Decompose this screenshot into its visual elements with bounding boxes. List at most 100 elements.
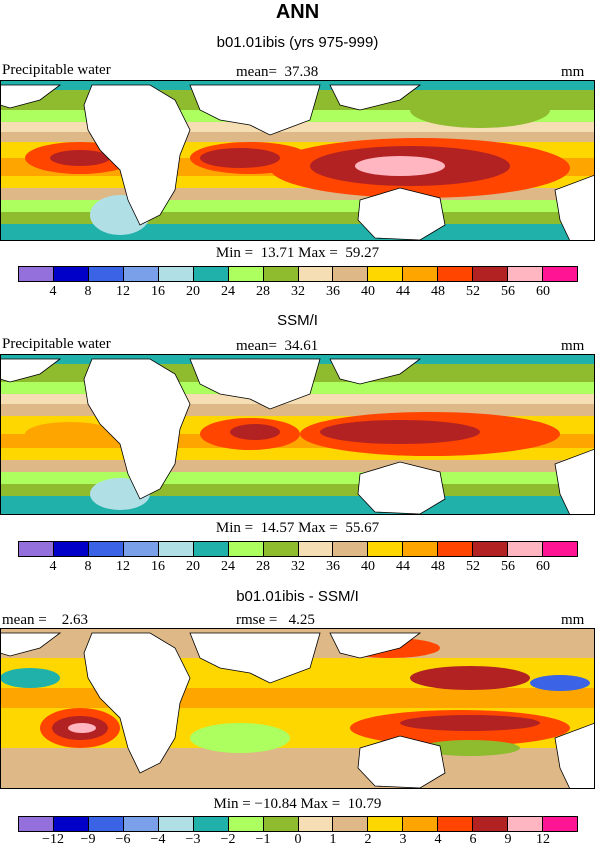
panel-3-mean-label: mean = 2.63 xyxy=(2,612,88,628)
colorbar-swatch xyxy=(508,817,544,831)
colorbar-swatch xyxy=(543,267,577,281)
panel-3-map-svg xyxy=(0,628,595,789)
colorbar-swatch xyxy=(193,542,229,556)
colorbar-tick-label: −3 xyxy=(185,832,201,847)
colorbar-swatch xyxy=(473,267,509,281)
colorbar-swatch xyxy=(88,817,124,831)
panel-1-colorbar-ticks: 4 8 12 16 20 24 28 32 36 40 44 48 52 56 60 xyxy=(18,284,578,300)
colorbar-tick-label: 6 xyxy=(469,832,477,847)
colorbar-tick-label: 16 xyxy=(151,559,165,574)
colorbar-tick-label: −4 xyxy=(150,832,166,847)
colorbar-swatch xyxy=(158,267,194,281)
panel-3-subtitle: b01.01ibis - SSM/I xyxy=(236,588,359,605)
colorbar-swatch xyxy=(158,817,194,831)
panel-1-map xyxy=(0,80,595,241)
colorbar-swatch xyxy=(438,817,474,831)
colorbar-tick-label: −2 xyxy=(220,832,236,847)
panel-1-map-svg xyxy=(0,80,595,241)
colorbar-tick-label: 12 xyxy=(536,832,550,847)
colorbar-tick-label: 4 xyxy=(49,559,57,574)
colorbar-tick-label: −12 xyxy=(42,832,64,847)
panel-3-colorbar xyxy=(18,816,578,832)
colorbar-swatch xyxy=(263,542,299,556)
colorbar-swatch xyxy=(543,542,577,556)
colorbar-swatch xyxy=(228,267,264,281)
panel-2-units-label: mm xyxy=(561,338,585,354)
colorbar-swatch xyxy=(88,267,124,281)
colorbar-tick-label: 36 xyxy=(326,559,340,574)
colorbar-tick-label: 48 xyxy=(431,284,445,299)
colorbar-swatch xyxy=(508,267,544,281)
panel-3-units-label: mm xyxy=(561,612,585,628)
colorbar-swatch xyxy=(298,267,334,281)
colorbar-swatch xyxy=(263,267,299,281)
colorbar-tick-label: 44 xyxy=(396,284,410,299)
colorbar-tick-label: 28 xyxy=(256,559,270,574)
colorbar-tick-label: 48 xyxy=(431,559,445,574)
colorbar-swatch xyxy=(158,542,194,556)
colorbar-swatch xyxy=(438,267,474,281)
colorbar-swatch xyxy=(19,267,54,281)
colorbar-swatch xyxy=(333,267,369,281)
colorbar-tick-label: 56 xyxy=(501,284,515,299)
colorbar-tick-label: 40 xyxy=(361,559,375,574)
panel-1-mean-label: mean= 37.38 xyxy=(236,64,319,80)
colorbar-tick-label: 20 xyxy=(186,559,200,574)
colorbar-tick-label: 0 xyxy=(294,832,302,847)
panel-2-map-svg xyxy=(0,354,595,515)
panel-3-map xyxy=(0,628,595,789)
panel-3-rmse-label: rmse = 4.25 xyxy=(236,612,315,628)
colorbar-tick-label: 28 xyxy=(256,284,270,299)
colorbar-tick-label: 8 xyxy=(84,559,92,574)
colorbar-tick-label: −6 xyxy=(115,832,131,847)
colorbar-swatch xyxy=(53,542,89,556)
colorbar-swatch xyxy=(53,267,89,281)
panel-1-minmax: Min = 13.71 Max = 59.27 xyxy=(215,245,380,261)
panel-2-colorbar xyxy=(18,541,578,557)
colorbar-tick-label: 9 xyxy=(504,832,512,847)
panel-1-colorbar xyxy=(18,266,578,282)
panel-1-subtitle: b01.01ibis (yrs 975-999) xyxy=(216,34,379,51)
colorbar-swatch xyxy=(298,817,334,831)
colorbar-tick-label: 20 xyxy=(186,284,200,299)
panel-3-colorbar-ticks: −12 −9 −6 −4 −3 −2 −1 0 1 2 3 4 6 9 12 xyxy=(18,832,578,848)
colorbar-tick-label: 24 xyxy=(221,559,235,574)
colorbar-tick-label: 12 xyxy=(116,284,130,299)
colorbar-swatch xyxy=(123,542,159,556)
colorbar-tick-label: 1 xyxy=(329,832,337,847)
colorbar-swatch xyxy=(228,817,264,831)
colorbar-swatch xyxy=(543,817,577,831)
panel-2-map xyxy=(0,354,595,515)
colorbar-tick-label: 52 xyxy=(466,559,480,574)
colorbar-tick-label: 44 xyxy=(396,559,410,574)
colorbar-swatch xyxy=(263,817,299,831)
colorbar-tick-label: −9 xyxy=(80,832,96,847)
colorbar-tick-label: 16 xyxy=(151,284,165,299)
colorbar-swatch xyxy=(333,817,369,831)
colorbar-swatch xyxy=(123,817,159,831)
colorbar-swatch xyxy=(508,542,544,556)
colorbar-swatch xyxy=(403,817,439,831)
colorbar-swatch xyxy=(193,817,229,831)
colorbar-swatch xyxy=(88,542,124,556)
colorbar-tick-label: 40 xyxy=(361,284,375,299)
colorbar-swatch xyxy=(473,542,509,556)
colorbar-swatch xyxy=(53,817,89,831)
colorbar-tick-label: 12 xyxy=(116,559,130,574)
colorbar-swatch xyxy=(368,817,404,831)
colorbar-tick-label: 52 xyxy=(466,284,480,299)
figure-title: ANN xyxy=(275,1,320,23)
colorbar-swatch xyxy=(438,542,474,556)
panel-3-minmax: Min = −10.84 Max = 10.79 xyxy=(213,796,382,812)
panel-1-variable-label: Precipitable water xyxy=(2,62,111,78)
colorbar-tick-label: 3 xyxy=(399,832,407,847)
colorbar-swatch xyxy=(19,817,54,831)
colorbar-swatch xyxy=(333,542,369,556)
colorbar-tick-label: 24 xyxy=(221,284,235,299)
panel-2-colorbar-ticks: 4 8 12 16 20 24 28 32 36 40 44 48 52 56 60 xyxy=(18,559,578,575)
colorbar-swatch xyxy=(403,267,439,281)
panel-2-minmax: Min = 14.57 Max = 55.67 xyxy=(215,520,380,536)
panel-2-variable-label: Precipitable water xyxy=(2,336,111,352)
colorbar-tick-label: 32 xyxy=(291,284,305,299)
panel-2-subtitle: SSM/I xyxy=(277,312,318,329)
